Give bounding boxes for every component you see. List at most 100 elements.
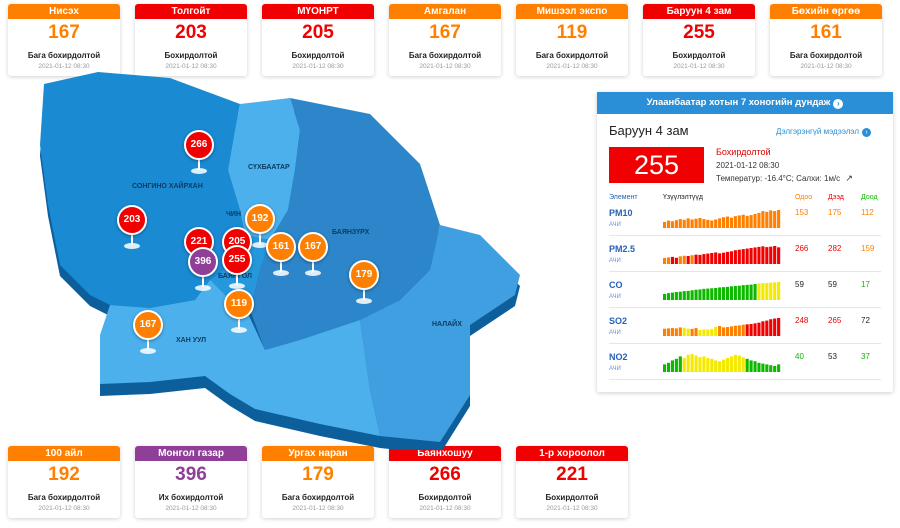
district-nalaikh[interactable] [360, 225, 520, 442]
sparkbar [702, 254, 706, 264]
station-card[interactable]: Монгол газар 396 Их бохирдолтой 2021-01-12 … [135, 446, 247, 518]
pollutant-max: 59 [828, 280, 837, 289]
marker-base [195, 285, 211, 291]
station-card[interactable]: Толгойт 203 Бохирдолтой 2021-01-12 08:30 [135, 4, 247, 76]
sparkbar [714, 326, 718, 336]
map-marker[interactable]: 203 [117, 205, 149, 255]
station-card[interactable]: Ургах наран 179 Бага бохирдолтой 2021-01-12… [262, 446, 374, 518]
sparkbar [753, 323, 757, 336]
pollutant-sparkbars [663, 246, 781, 264]
sparkbar [702, 329, 706, 336]
pollutant-max: 282 [828, 244, 842, 253]
district-khan-uul[interactable] [100, 275, 380, 436]
sparkbar [757, 246, 761, 264]
district-map: СОНГИНО ХАЙРХАН СҮХБААТАР ЧИН БАЯНЗҮРХ Б… [0, 70, 560, 454]
sparkbar [769, 319, 773, 336]
station-card[interactable]: Баянхошуу 266 Бохирдолтой 2021-01-12 08:30 [389, 446, 501, 518]
sparkbar [694, 355, 698, 372]
sparkbar [694, 289, 698, 300]
map-marker[interactable]: 179 [349, 260, 381, 310]
sparkbar [663, 222, 667, 228]
pollutant-row[interactable]: CO АЧИ 59 59 17 [609, 274, 881, 308]
sparkbar [663, 364, 667, 372]
label-nalaikh: НАЛАЙХ [432, 319, 462, 328]
station-card[interactable]: Амгалан 167 Бага бохирдолтой 2021-01-12 08:… [389, 4, 501, 76]
sparkbar [678, 256, 682, 264]
aqi-value: 221 [556, 464, 588, 485]
aqi-value: 192 [48, 464, 80, 485]
label-songinokhairkhan: СОНГИНО ХАЙРХАН [132, 181, 203, 190]
map-marker[interactable]: 167 [133, 310, 165, 360]
station-name: Бөхийн өргөө [770, 4, 882, 19]
sparkbar [718, 326, 722, 336]
more-info-link[interactable]: Дэлгэрэнгүй мэдээлэл › [776, 127, 871, 137]
pollutant-sparkbars [663, 354, 781, 372]
station-name: 100 айл [8, 446, 120, 461]
sparkbar [737, 249, 741, 264]
aqi-value: 161 [810, 22, 842, 43]
sparkbar [686, 218, 690, 228]
station-name: Баруун 4 зам [609, 123, 689, 138]
station-card[interactable]: МҮОНРТ 205 Бохирдолтой 2021-01-12 08:30 [262, 4, 374, 76]
pollutant-row[interactable]: SO2 АЧИ 248 265 72 [609, 310, 881, 344]
aqi-level: Бохирдолтой [291, 51, 345, 60]
sparkbar [753, 214, 757, 228]
pollutant-row[interactable]: NO2 АЧИ 40 53 37 [609, 346, 881, 380]
station-name: Нисэх [8, 4, 120, 19]
aqi-level: Бохирдолтой [164, 51, 218, 60]
sparkbar [698, 254, 702, 264]
sparkbar [765, 282, 769, 300]
sparkbar [777, 318, 781, 336]
timestamp: 2021-01-12 08:30 [800, 63, 852, 70]
pollutant-min: 159 [861, 244, 875, 253]
sparkbar [765, 320, 769, 336]
sparkbar [741, 324, 745, 336]
timestamp: 2021-01-12 08:30 [546, 63, 598, 70]
pollutant-row[interactable]: PM10 АЧИ 153 175 112 [609, 202, 881, 236]
marker-stem [238, 317, 240, 329]
sparkbar [745, 215, 749, 228]
marker-stem [236, 273, 238, 285]
map-marker[interactable]: 161 [266, 232, 298, 282]
station-card[interactable]: 1-р хороолол 221 Бохирдолтой 2021-01-12 08:… [516, 446, 628, 518]
sparkbar [682, 358, 686, 372]
pollutant-name: NO2 [609, 352, 628, 362]
sparkbar [769, 246, 773, 264]
sparkbar [702, 356, 706, 372]
station-card[interactable]: Бөхийн өргөө 161 Бага бохирдолтой 2021-01-1… [770, 4, 882, 76]
station-card[interactable]: 100 айл 192 Бага бохирдолтой 2021-01-12 08:… [8, 446, 120, 518]
sparkbar [670, 292, 674, 300]
map-marker[interactable]: 255 [222, 245, 254, 295]
marker-value: 167 [298, 232, 328, 262]
sparkbar [757, 322, 761, 336]
station-card[interactable]: Баруун 4 зам 255 Бохирдолтой 2021-01-12 08:… [643, 4, 755, 76]
panel-title-bar[interactable]: Улаанбаатар хотын 7 хоногийн дундаж › [597, 92, 893, 114]
station-card[interactable]: Мишээл экспо 119 Бага бохирдолтой 2021-01-1… [516, 4, 628, 76]
panel-title: Улаанбаатар хотын 7 хоногийн дундаж [646, 97, 831, 108]
pollutant-now: 248 [795, 316, 809, 325]
chevron-right-icon: › [862, 128, 871, 137]
district-bayanzurkh[interactable] [250, 98, 440, 350]
marker-base [252, 242, 268, 248]
pollutant-row[interactable]: PM2.5 АЧИ 266 282 159 [609, 238, 881, 272]
marker-value: 119 [224, 289, 254, 319]
map-marker[interactable]: 266 [184, 130, 216, 180]
pollutant-name: SO2 [609, 316, 628, 326]
map-marker[interactable]: 167 [298, 232, 330, 282]
map-marker[interactable]: 192 [245, 204, 277, 254]
sparkbar [714, 360, 718, 372]
sparkbar [710, 253, 714, 264]
sparkbar [682, 291, 686, 300]
sparkbar [678, 327, 682, 336]
aqi-value: 396 [175, 464, 207, 485]
sparkbar [725, 286, 730, 300]
sparkbar [761, 246, 765, 264]
marker-stem [312, 260, 314, 272]
map-marker[interactable]: 119 [224, 289, 256, 339]
station-card[interactable]: Нисэх 167 Бага бохирдолтой 2021-01-12 08:30 [8, 4, 120, 76]
col-now-header: Одоо [795, 194, 813, 201]
sparkbar [729, 326, 733, 336]
map-marker[interactable]: 396 [188, 247, 220, 297]
district-sukhbaatar[interactable] [228, 98, 300, 240]
marker-base [305, 270, 321, 276]
